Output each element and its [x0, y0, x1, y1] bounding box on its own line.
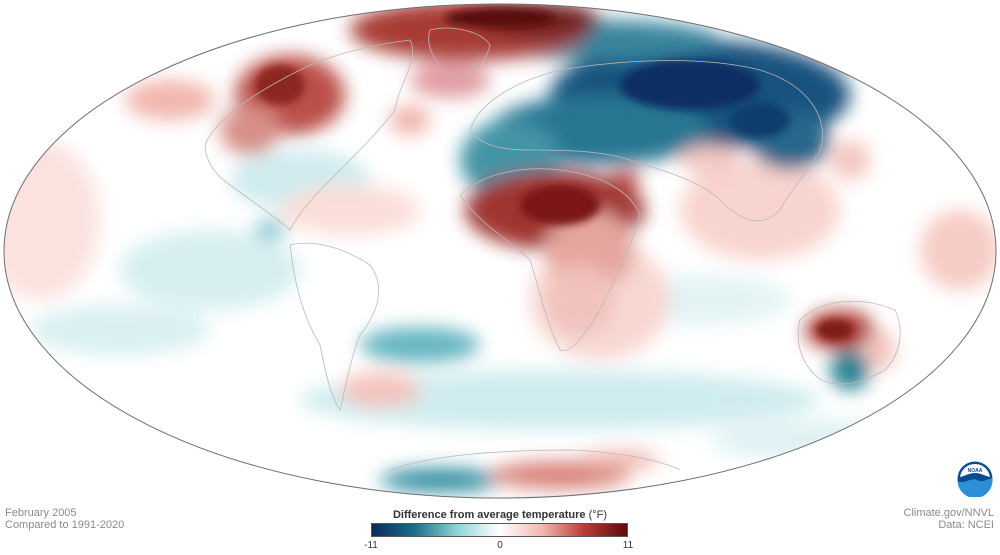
credits: Climate.gov/NNVL Data: NCEI — [904, 507, 994, 531]
legend-max-label: 11 — [622, 540, 634, 551]
legend-min-label: -11 — [364, 540, 378, 551]
date-caption: February 2005 Compared to 1991-2020 — [5, 507, 124, 531]
noaa-logo: NOAA — [957, 461, 993, 497]
globe-outline — [3, 3, 997, 499]
legend-title-text: Difference from average temperature — [392, 509, 586, 521]
legend-unit: (°F) — [588, 509, 608, 521]
world-temperature-anomaly-map — [3, 3, 997, 499]
comparison-label: Compared to 1991-2020 — [5, 519, 125, 531]
legend-mid-label: 0 — [497, 540, 503, 551]
legend-color-bar — [371, 523, 628, 537]
credit-label: Climate.gov/NNVL — [903, 507, 994, 519]
coastlines — [204, 27, 901, 471]
anomaly-field — [4, 4, 996, 492]
source-label: Data: NCEI — [938, 519, 994, 531]
date-label: February 2005 — [5, 507, 77, 519]
legend-title: Difference from average temperature (°F) — [370, 509, 630, 521]
noaa-logo-text: NOAA — [968, 468, 983, 474]
